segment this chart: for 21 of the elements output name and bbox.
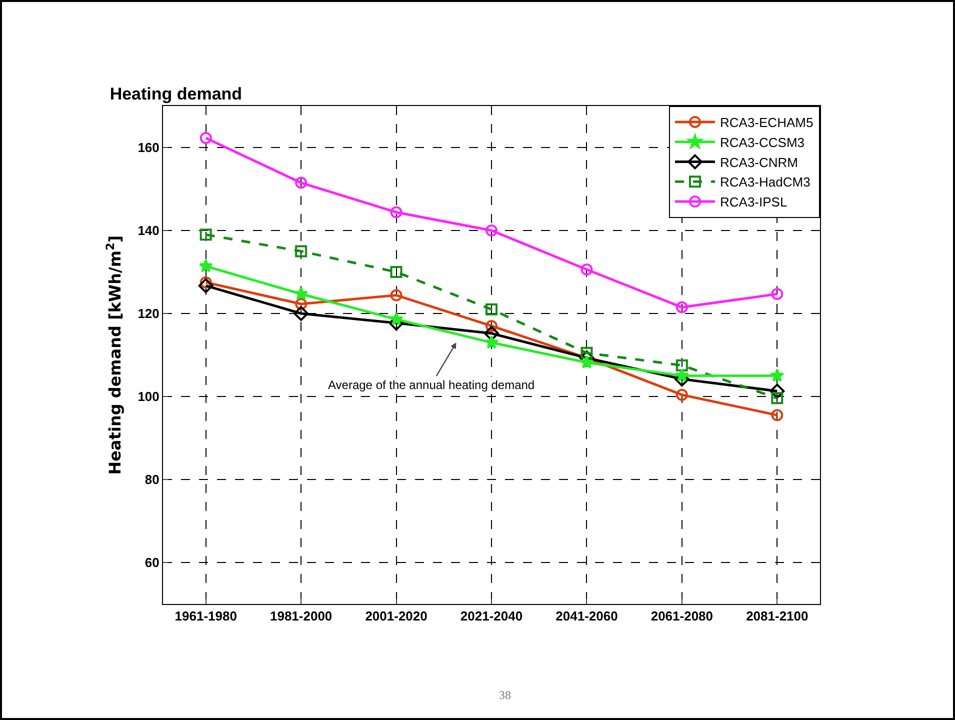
x-tick-label: 2001-2020 [365, 608, 428, 624]
x-tick-label: 1981-2000 [270, 608, 332, 624]
x-tick-label: 2061-2080 [650, 608, 714, 624]
x-tick-label: 1961-1980 [174, 608, 237, 624]
legend-label: RCA3-CCSM3 [720, 134, 805, 150]
y-tick-label: 140 [138, 223, 160, 238]
legend-label: RCA3-HadCM3 [720, 174, 810, 190]
text: 38 [499, 688, 511, 702]
x-tick-label: 2081-2100 [746, 608, 808, 624]
annotation: Average of the annual heating demand [328, 378, 535, 392]
legend-label: RCA3-ECHAM5 [720, 115, 814, 130]
y-tick-label: 120 [138, 306, 160, 322]
chart-title: Heating demand [110, 84, 242, 104]
x-tick-label: 2021-2040 [460, 608, 523, 624]
y-tick-label: 100 [138, 389, 160, 404]
legend-label: RCA3-IPSL [720, 194, 788, 210]
y-tick-label: 160 [138, 140, 160, 156]
x-tick-label: 2041-2060 [556, 608, 618, 624]
y-tick-label: 60 [144, 555, 160, 570]
legend-label: RCA3-CNRM [720, 154, 798, 170]
y-tick-label: 80 [144, 472, 160, 488]
